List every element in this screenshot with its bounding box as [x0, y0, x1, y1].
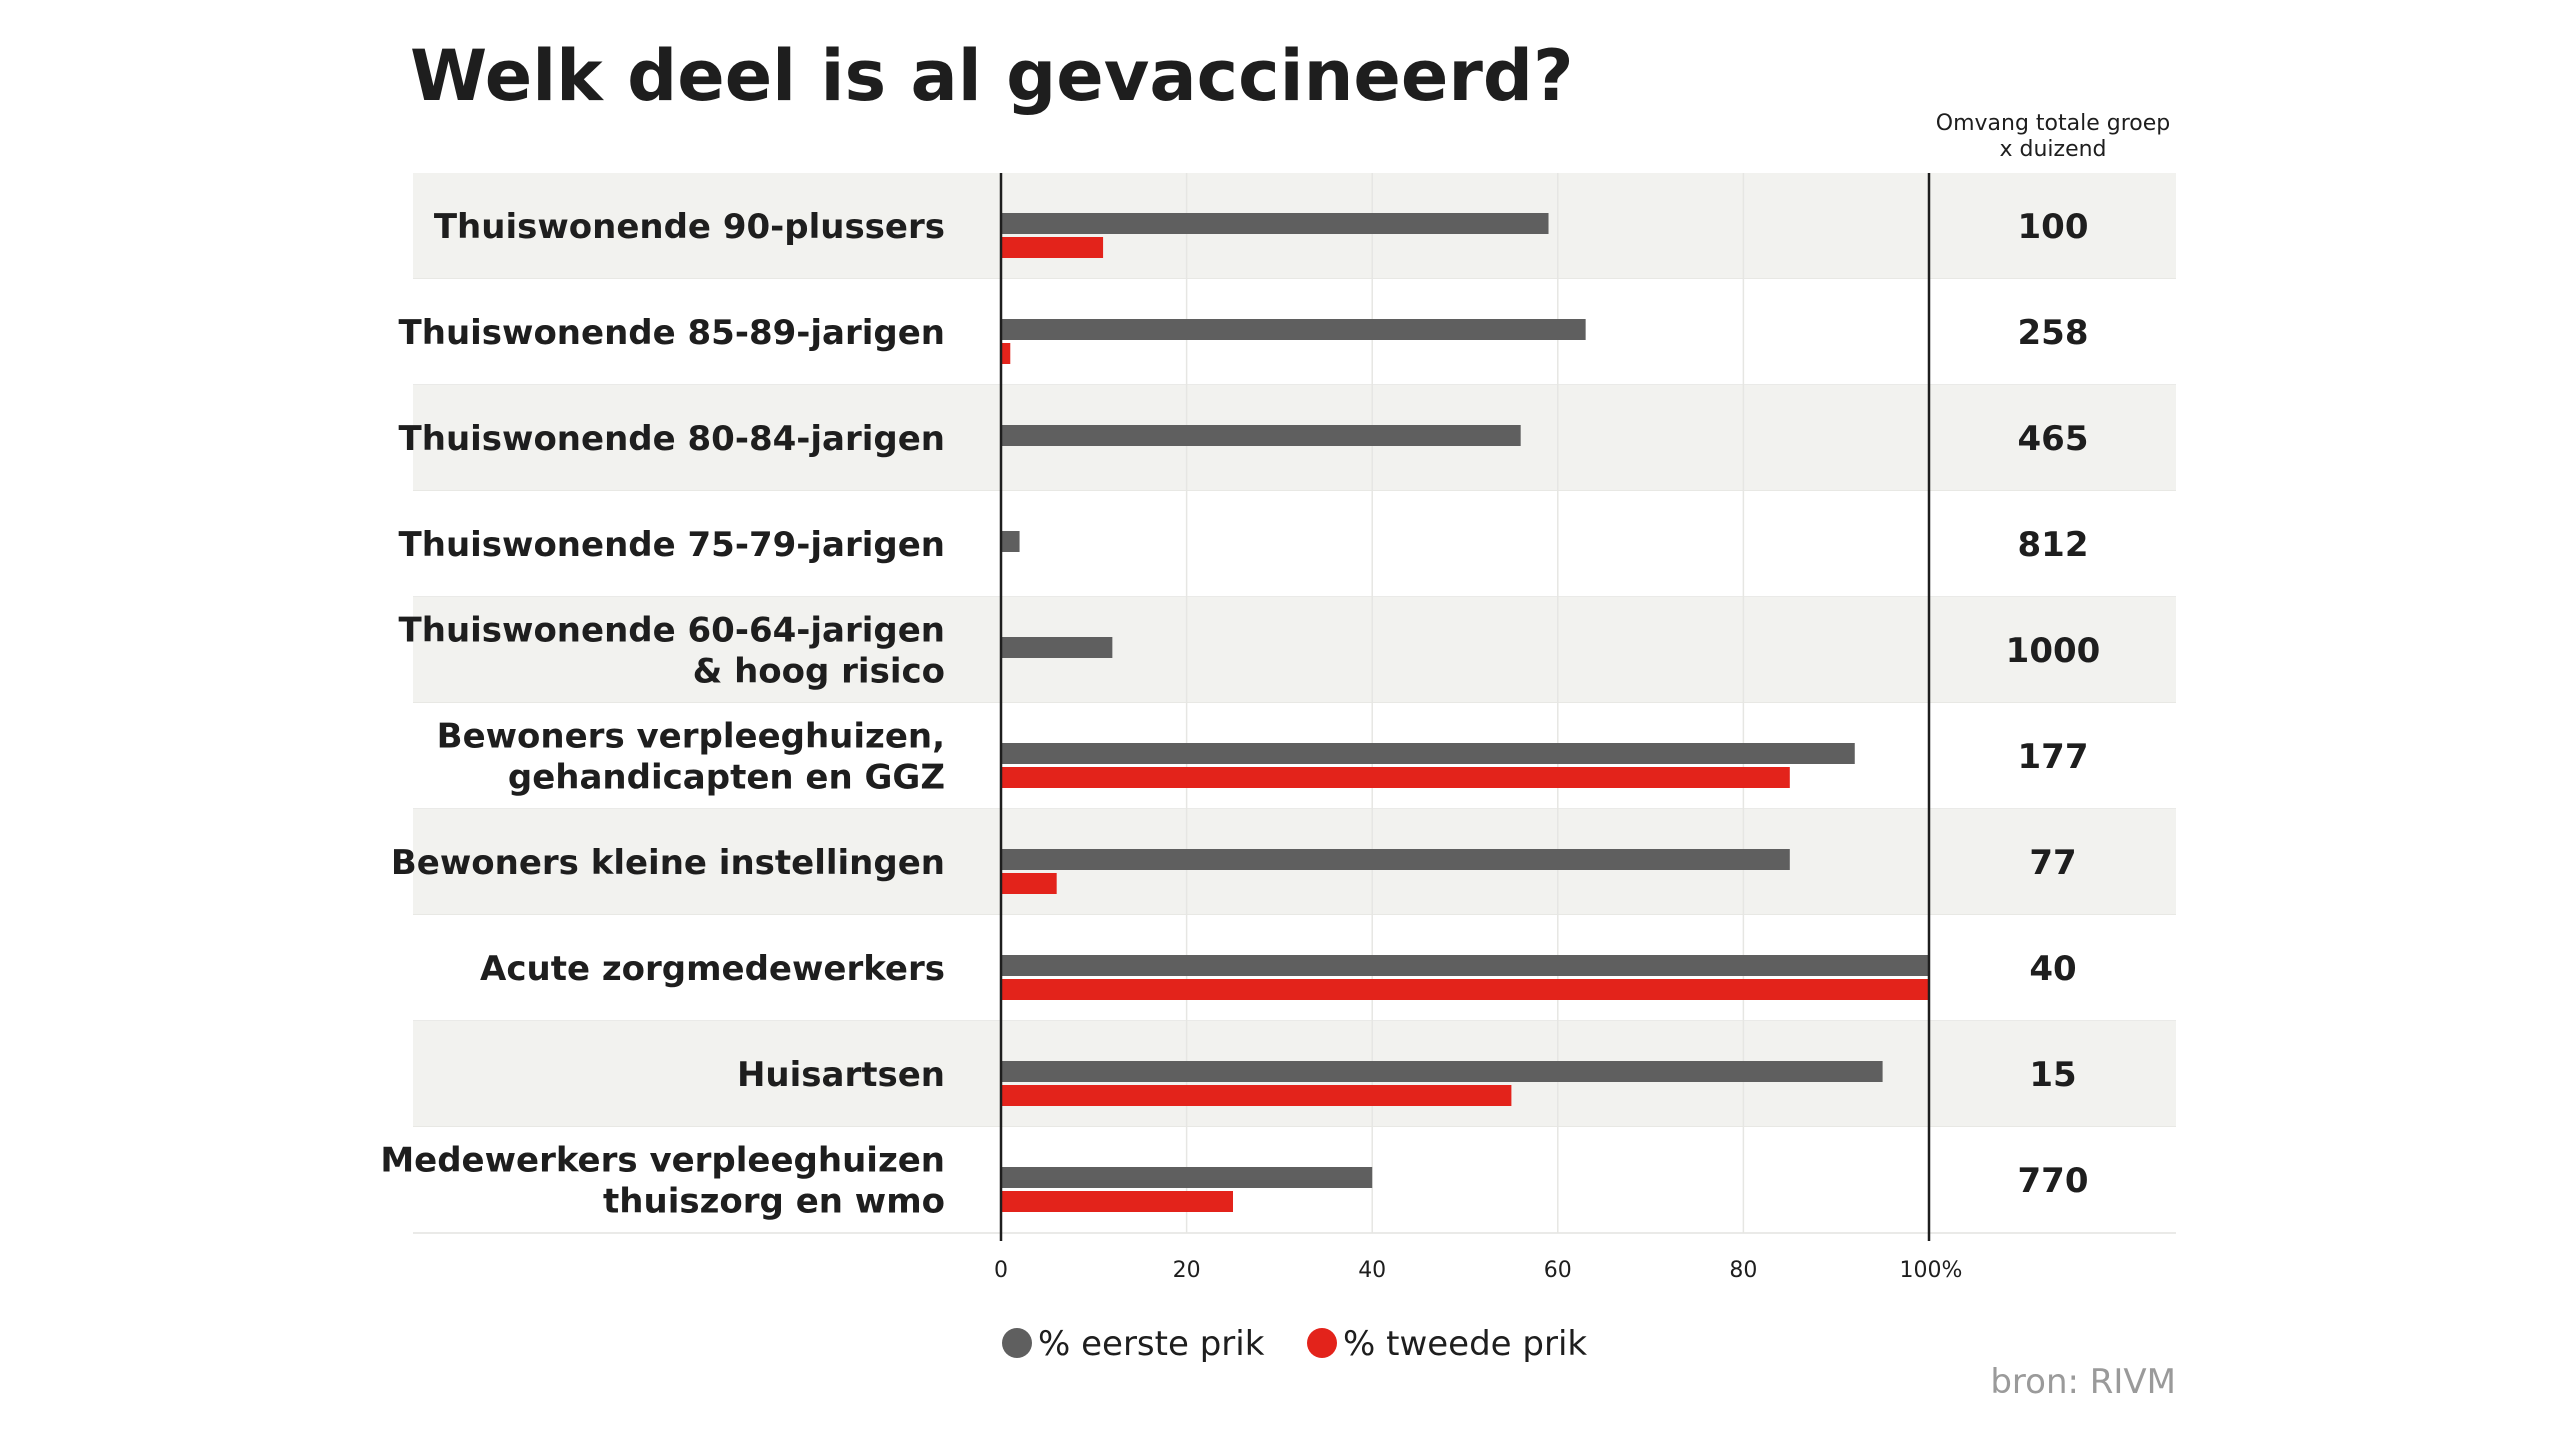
category-label: Acute zorgmedewerkers: [480, 949, 945, 989]
legend-label-first-dose: % eerste prik: [1038, 1324, 1265, 1364]
x-tick-label: 40: [1358, 1258, 1386, 1283]
chart-title: Welk deel is al gevaccineerd?: [410, 35, 1574, 117]
group-size-value: 40: [2029, 949, 2076, 989]
group-size-value: 465: [2018, 419, 2089, 459]
group-size-value: 258: [2018, 313, 2089, 353]
bar-second-dose: [1001, 979, 1929, 1000]
bar-second-dose: [1001, 1085, 1512, 1106]
chart-row: Bewoners verpleeghuizen,gehandicapten en…: [437, 717, 2089, 798]
bar-first-dose: [1001, 743, 1855, 764]
row-bands: [413, 173, 2176, 1234]
bar-first-dose: [1001, 849, 1790, 870]
category-label: Thuiswonende 60-64-jarigen: [399, 611, 945, 651]
category-label: Bewoners kleine instellingen: [391, 843, 945, 883]
x-axis-ticks: 0 20 40 60 80 100%: [994, 1258, 1962, 1283]
category-label: gehandicapten en GGZ: [508, 758, 945, 798]
gridlines: [1185, 173, 1745, 1233]
category-label: Thuiswonende 80-84-jarigen: [399, 419, 945, 459]
chart-row: Bewoners kleine instellingen 77: [391, 843, 2077, 894]
bar-first-dose: [1001, 531, 1020, 552]
legend-label-second-dose: % tweede prik: [1343, 1324, 1587, 1364]
chart-row: Acute zorgmedewerkers 40: [480, 949, 2077, 1000]
source-note: bron: RIVM: [1990, 1362, 2176, 1402]
legend-marker-second-dose: [1307, 1328, 1337, 1358]
category-label: Bewoners verpleeghuizen,: [437, 717, 945, 757]
category-label: Thuiswonende 90-plussers: [434, 207, 945, 247]
group-size-value: 770: [2018, 1161, 2089, 1201]
chart-row: Thuiswonende 85-89-jarigen 258: [399, 313, 2089, 364]
x-tick-label: 20: [1173, 1258, 1201, 1283]
bar-first-dose: [1001, 425, 1521, 446]
legend: % eerste prik % tweede prik: [1002, 1324, 1587, 1364]
category-label: thuiszorg en wmo: [603, 1182, 945, 1222]
bar-first-dose: [1001, 1061, 1883, 1082]
x-tick-label: 100%: [1900, 1258, 1963, 1283]
group-size-value: 100: [2018, 207, 2089, 247]
bar-second-dose: [1001, 1191, 1233, 1212]
bar-first-dose: [1001, 319, 1586, 340]
size-column-header-line-1: Omvang totale groep: [1936, 111, 2170, 136]
bar-first-dose: [1001, 1167, 1373, 1188]
chart-row: Thuiswonende 75-79-jarigen 812: [399, 525, 2089, 565]
bar-first-dose: [1001, 213, 1549, 234]
group-size-value: 177: [2018, 737, 2089, 777]
chart-row: Huisartsen 15: [737, 1055, 2077, 1106]
bar-first-dose: [1001, 637, 1113, 658]
chart-row: Thuiswonende 60-64-jarigen& hoog risico 1…: [399, 611, 2101, 692]
group-size-value: 812: [2018, 525, 2089, 565]
category-label: Huisartsen: [737, 1055, 945, 1095]
bar-second-dose: [1001, 237, 1104, 258]
row-band: [413, 597, 2176, 703]
chart-row: Thuiswonende 90-plussers 100: [434, 207, 2089, 258]
bar-second-dose: [1001, 343, 1011, 364]
bar-second-dose: [1001, 873, 1057, 894]
x-tick-label: 60: [1544, 1258, 1572, 1283]
group-size-value: 15: [2029, 1055, 2076, 1095]
row-band: [413, 491, 2176, 597]
bar-second-dose: [1001, 767, 1790, 788]
group-size-value: 1000: [2006, 631, 2101, 671]
x-tick-label: 80: [1729, 1258, 1757, 1283]
chart-rows: Thuiswonende 90-plussers 100Thuiswonende …: [380, 207, 2100, 1222]
category-label: & hoog risico: [693, 652, 945, 692]
chart-row: Thuiswonende 80-84-jarigen 465: [399, 419, 2089, 459]
legend-marker-first-dose: [1002, 1328, 1032, 1358]
bar-first-dose: [1001, 955, 1929, 976]
category-label: Thuiswonende 85-89-jarigen: [399, 313, 945, 353]
category-label: Thuiswonende 75-79-jarigen: [399, 525, 945, 565]
size-column-header-line-2: x duizend: [1999, 137, 2106, 162]
category-label: Medewerkers verpleeghuizen: [380, 1141, 945, 1181]
axes: [999, 173, 1931, 1241]
group-size-value: 77: [2029, 843, 2076, 883]
x-tick-label: 0: [994, 1258, 1008, 1283]
